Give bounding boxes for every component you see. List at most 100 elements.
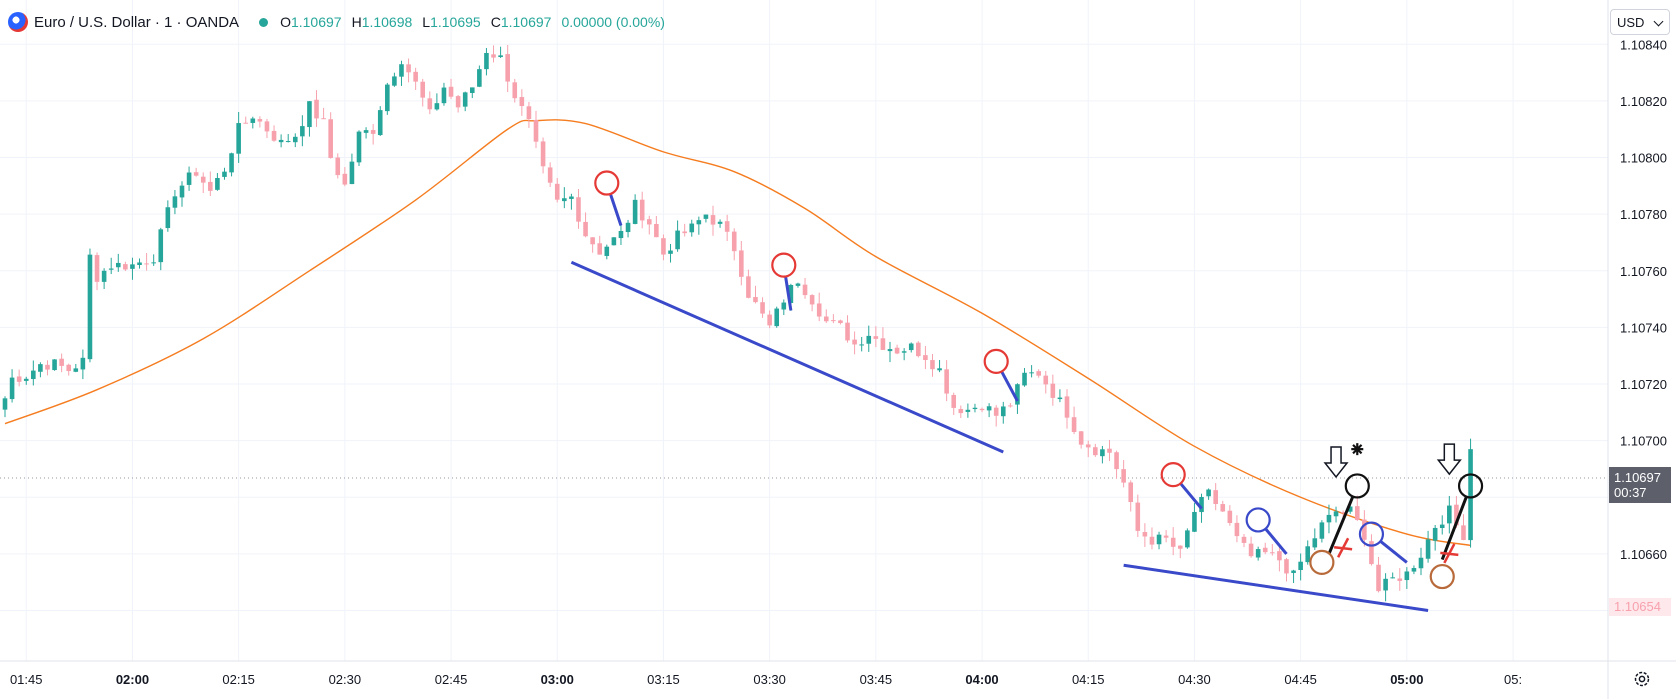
candle-body [52,359,57,371]
candle-body [802,284,808,296]
candle-down [271,125,277,142]
candle-body [562,198,567,202]
candle-down [831,314,836,324]
candle-body [1149,536,1155,545]
price-axis[interactable]: 1.10840 1.10820 1.10800 1.10780 1.10760 1.107… [1620,37,1667,618]
candle-down [243,116,249,124]
candle-body [646,219,652,225]
candle-body [342,173,348,185]
candle-down [767,310,772,329]
candle-up [441,82,447,106]
candle-body [1015,384,1020,405]
candle-up [1390,572,1395,579]
candle-up [1305,540,1311,565]
candle-down [314,90,319,127]
time-tick-label: 03:15 [647,672,680,687]
chart-pane[interactable] [0,0,1608,661]
candle-down [342,167,348,187]
candle-body [1277,551,1282,561]
candle-up [965,403,971,418]
candle-up [625,219,631,238]
candle-body [215,178,220,190]
candle-down [1050,374,1056,406]
currency-button[interactable]: USD [1610,9,1670,35]
candle-body [328,119,333,158]
candle-down [427,91,433,115]
candle-up [229,152,234,177]
candle-up [137,258,142,269]
time-tick-label: 03:45 [860,672,893,687]
candle-body [1468,449,1473,541]
candle-up [434,93,440,111]
candle-down [930,354,935,377]
candle-body [179,185,185,198]
circle-marker [1160,462,1186,488]
candle-down [823,309,829,323]
candle-body [746,276,751,298]
candle-body [916,342,921,357]
time-tick-label: 03:00 [541,672,574,687]
candle-body [484,52,489,70]
time-tick-label: 01:45 [10,672,43,687]
candle-body [1270,552,1275,554]
candle-body [767,314,772,326]
candle-body [1000,406,1006,417]
close-value: 1.10697 [500,14,552,30]
candle-body [1064,396,1070,418]
candle-down [59,353,64,373]
candle-body [1078,431,1084,445]
candle-down [1177,545,1183,559]
candle-body [1199,496,1204,513]
ma-value-badge: 1.10654 [1609,598,1671,616]
low-label: L [422,14,431,30]
candle-body [1220,504,1226,512]
candle-up [108,257,114,275]
candle-body [94,255,100,282]
candle-body [137,262,142,265]
candle-down [746,269,751,299]
candle-body [1121,469,1126,483]
candle-body [335,157,341,176]
candle-body [930,360,935,370]
candle-down [1149,527,1155,550]
candle-body [951,394,957,408]
candle-body [314,99,319,119]
marker-tail [1440,495,1469,561]
candle-up [186,166,192,191]
candle-down [193,167,199,177]
price-tick-label: 1.10800 [1620,151,1667,166]
gear-icon[interactable] [1632,669,1652,689]
symbol-title[interactable]: Euro / U.S. Dollar · 1 · OANDA [34,13,240,31]
candle-up [1319,520,1325,543]
candle-down [540,137,546,174]
candle-up [866,325,872,352]
candle-down [1064,389,1070,429]
candle-down [852,331,857,355]
candle-down [845,315,850,343]
arrow-down-icon [1323,446,1349,479]
time-tick-label: 05: [1504,672,1522,687]
candle-body [1305,546,1311,563]
bar-countdown: 00:37 [1614,485,1647,500]
candle-body [186,172,192,185]
candle-body [158,229,164,263]
candle-body [1177,545,1183,549]
candle-up [1425,530,1431,563]
candle-body [66,364,72,372]
circle-marker [1457,473,1484,499]
candle-down [951,392,957,415]
candle-up [38,362,43,378]
current-price-badge: 1.10697 00:37 [1609,467,1671,503]
candle-up [115,253,121,272]
candle-up [151,254,156,266]
candle-body [1383,578,1388,591]
time-axis[interactable]: 01:45 02:00 02:15 02:30 02:45 03:00 03:15 03:30… [10,672,1522,687]
candle-up [1255,546,1261,561]
candle-body [469,87,475,93]
candle-down [993,405,999,427]
candle-down [724,214,730,242]
time-tick-label: 05:00 [1390,672,1423,687]
candle-up [1156,531,1162,550]
candle-down [838,319,843,325]
